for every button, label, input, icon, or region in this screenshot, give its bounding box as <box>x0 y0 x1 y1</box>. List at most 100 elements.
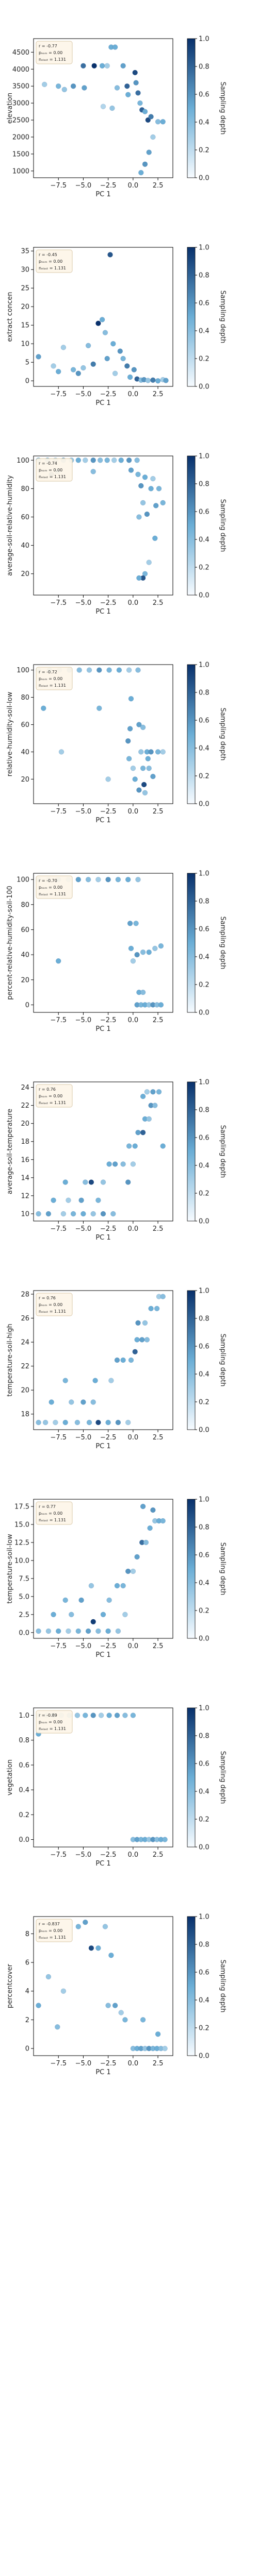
data-point <box>152 1103 157 1108</box>
x-tick-label: 2.5 <box>153 599 164 607</box>
data-point <box>36 1629 41 1634</box>
data-point <box>124 363 130 368</box>
data-point <box>116 1629 121 1634</box>
data-point <box>107 1162 112 1167</box>
y-tick-label: 16 <box>21 1156 29 1164</box>
data-point <box>95 321 101 326</box>
data-point <box>69 1612 74 1617</box>
data-point <box>135 952 140 957</box>
data-point <box>96 668 102 673</box>
colorbar-label: Sampling depth <box>219 1751 227 1804</box>
y-axis-label: extract concen <box>6 292 14 342</box>
y-axis-label: vegetation <box>6 1759 14 1795</box>
x-tick-label: −5.0 <box>75 808 92 816</box>
data-point <box>125 92 131 97</box>
colorbar-tick-label: 1.0 <box>199 1287 209 1295</box>
x-tick-label: −7.5 <box>50 391 67 398</box>
x-tick-label: −7.5 <box>50 182 67 190</box>
data-point <box>150 476 155 481</box>
stats-r-text: r = -0.72 <box>39 670 57 674</box>
y-tick-label: 5 <box>25 359 29 367</box>
x-tick-label: 2.5 <box>153 2060 164 2067</box>
x-tick-label: −5.0 <box>75 2060 92 2067</box>
stats-p-text: pₙₒₘ = 0.00 <box>39 1094 62 1098</box>
data-point <box>140 1094 146 1099</box>
data-point <box>152 946 157 951</box>
colorbar <box>187 1291 195 1430</box>
y-tick-label: 3500 <box>12 83 29 91</box>
data-point <box>126 457 132 463</box>
chart-panel-5: −7.5 −5.0 −2.5 0.0 2.5020406080100PC 1percen… <box>6 870 227 1033</box>
x-tick-label: 0.0 <box>128 599 139 607</box>
y-tick-label: 60 <box>21 514 29 521</box>
colorbar-tick-label: 0.4 <box>199 1162 209 1170</box>
data-point <box>98 457 103 463</box>
data-point <box>76 877 81 882</box>
data-point <box>115 86 120 91</box>
colorbar-tick-label: 0.4 <box>199 119 209 127</box>
data-point <box>86 1629 91 1634</box>
data-point <box>91 1619 96 1624</box>
chart-panel-7: −7.5 −5.0 −2.5 0.0 2.5182022242628PC 1temper… <box>6 1287 227 1451</box>
data-point <box>86 343 91 348</box>
x-tick-label: −2.5 <box>100 1016 117 1024</box>
x-tick-label: −7.5 <box>50 1016 67 1024</box>
data-point <box>66 1198 71 1203</box>
data-point <box>128 468 134 473</box>
colorbar-tick-label: 0.2 <box>199 2025 209 2032</box>
y-tick-label: 22 <box>21 1363 29 1370</box>
data-point <box>158 943 164 948</box>
data-point <box>63 1420 68 1425</box>
x-tick-label: 0.0 <box>128 808 139 816</box>
y-tick-label: 2000 <box>12 133 29 141</box>
colorbar-tick-label: 0.0 <box>199 801 209 808</box>
data-point <box>147 1116 152 1122</box>
data-point <box>53 1420 58 1425</box>
data-point <box>89 1583 94 1588</box>
y-tick-label: 1500 <box>12 150 29 158</box>
y-axis-label: temperature-soil-high <box>6 1324 14 1396</box>
y-tick-label: 4500 <box>12 49 29 57</box>
y-axis-label: average-soil-relative-humidity <box>6 475 14 576</box>
data-point <box>59 749 64 754</box>
colorbar-tick-label: 0.6 <box>199 1552 209 1560</box>
data-point <box>75 1713 80 1718</box>
data-point <box>131 1569 136 1574</box>
stats-p-text: pₙₒₘ = 0.00 <box>39 259 62 264</box>
data-point <box>136 90 141 95</box>
data-point <box>142 790 148 795</box>
data-point <box>116 1420 121 1425</box>
colorbar-tick-label: 0.2 <box>199 773 209 781</box>
colorbar-tick-label: 0.8 <box>199 1733 209 1740</box>
x-tick-label: −7.5 <box>50 1851 67 1859</box>
data-point <box>160 500 166 505</box>
colorbar-label: Sampling depth <box>219 1125 227 1178</box>
stats-r-text: r = -0.77 <box>39 44 57 48</box>
colorbar-label: Sampling depth <box>219 1334 227 1387</box>
data-point <box>61 345 66 350</box>
data-point <box>135 1337 140 1342</box>
data-point <box>140 950 146 955</box>
x-tick-label: 0.0 <box>128 182 139 190</box>
data-point <box>66 1629 71 1634</box>
stats-r-text: r = 0.77 <box>39 1504 56 1509</box>
data-point <box>83 1180 88 1185</box>
x-tick-label: 0.0 <box>128 391 139 398</box>
chart-panel-2: −7.5 −5.0 −2.5 0.0 2.505101520253035PC 1extr… <box>6 244 227 408</box>
data-point <box>49 1400 54 1405</box>
y-tick-label: 3000 <box>12 100 29 108</box>
x-tick-label: 0.0 <box>128 2060 139 2067</box>
x-tick-label: −2.5 <box>100 808 117 816</box>
data-point <box>147 150 152 155</box>
y-tick-label: 20 <box>21 303 29 311</box>
y-tick-label: 15.0 <box>14 1521 29 1529</box>
stats-n-text: nₑₗₐₛₜ = 1.131 <box>39 474 66 479</box>
data-point <box>61 1211 66 1216</box>
x-tick-label: −5.0 <box>75 1642 92 1650</box>
data-point <box>127 726 133 731</box>
data-point <box>89 1945 94 1951</box>
x-tick-label: −5.0 <box>75 391 92 398</box>
colorbar-tick-label: 0.0 <box>199 1635 209 1643</box>
stats-r-text: r = -0.837 <box>39 1922 60 1926</box>
data-point <box>136 1320 141 1326</box>
